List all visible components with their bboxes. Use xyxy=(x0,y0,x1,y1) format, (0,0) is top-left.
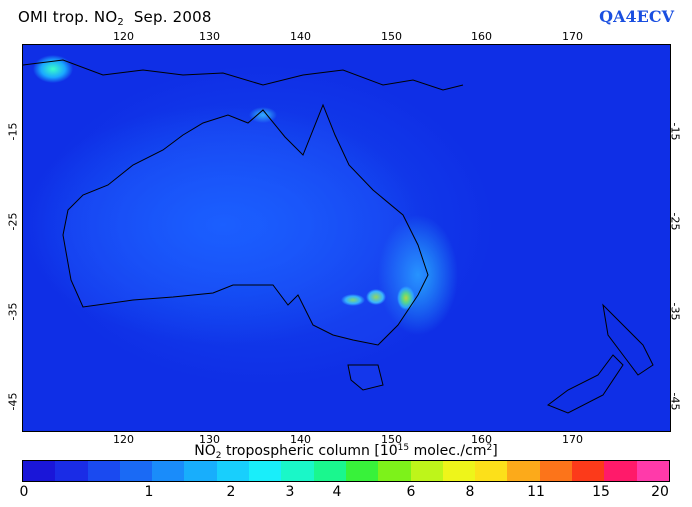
colorbar-segment xyxy=(378,461,411,481)
colorbar-segment xyxy=(216,461,250,481)
colorbar-segment xyxy=(572,461,605,481)
map-title: OMI trop. NO2 Sep. 2008 xyxy=(18,8,212,28)
colorbar-segment xyxy=(475,461,508,481)
colorbar-tick: 11 xyxy=(527,484,545,500)
bottom-lon-tick: 170 xyxy=(562,433,583,446)
colorbar-segment xyxy=(152,461,185,481)
colorbar-tick: 15 xyxy=(592,484,610,500)
colorbar-tick: 3 xyxy=(285,484,295,500)
colorbar xyxy=(22,460,670,482)
right-lat-tick: -35 xyxy=(668,302,682,321)
colorbar-segment xyxy=(313,461,346,481)
colorbar-segment xyxy=(507,461,540,481)
bottom-lon-tick: 140 xyxy=(290,433,311,446)
colorbar-segment xyxy=(281,461,314,481)
no2-map xyxy=(22,44,671,432)
bottom-lon-tick: 120 xyxy=(113,433,134,446)
colorbar-segment xyxy=(55,461,88,481)
colorbar-segment xyxy=(539,461,573,481)
colorbar-segment xyxy=(442,461,476,481)
colorbar-segment xyxy=(119,461,153,481)
colorbar-segment xyxy=(636,461,669,481)
bottom-lon-tick: 160 xyxy=(471,433,492,446)
colorbar-tick: 4 xyxy=(332,484,342,500)
bottom-lon-tick: 150 xyxy=(381,433,402,446)
colorbar-tick: 2 xyxy=(226,484,236,500)
top-lon-tick: 150 xyxy=(381,30,402,43)
right-lat-tick: -25 xyxy=(668,212,682,231)
bottom-lon-tick: 130 xyxy=(199,433,220,446)
colorbar-tick: 8 xyxy=(465,484,475,500)
left-lat-tick: -25 xyxy=(6,212,20,231)
colorbar-segment xyxy=(249,461,282,481)
top-lon-tick: 160 xyxy=(471,30,492,43)
colorbar-segment xyxy=(604,461,637,481)
left-lat-tick: -35 xyxy=(6,302,20,321)
colorbar-segment xyxy=(23,461,56,481)
top-lon-tick: 140 xyxy=(290,30,311,43)
colorbar-segment xyxy=(345,461,379,481)
top-lon-tick: 120 xyxy=(113,30,134,43)
right-lat-tick: -45 xyxy=(668,392,682,411)
colorbar-tick: 1 xyxy=(144,484,154,500)
left-lat-tick: -45 xyxy=(6,392,20,411)
colorbar-tick: 0 xyxy=(19,484,29,500)
colorbar-tick: 6 xyxy=(406,484,416,500)
coastline-overlay xyxy=(23,59,654,414)
right-lat-tick: -15 xyxy=(668,122,682,141)
brand-label: QA4ECV xyxy=(599,7,674,26)
colorbar-segment xyxy=(184,461,217,481)
left-lat-tick: -15 xyxy=(6,122,20,141)
top-lon-tick: 170 xyxy=(562,30,583,43)
colorbar-segment xyxy=(410,461,443,481)
colorbar-tick: 20 xyxy=(651,484,669,500)
colorbar-segment xyxy=(87,461,120,481)
top-lon-tick: 130 xyxy=(199,30,220,43)
colorbar-label: NO2 tropospheric column [1015 molec./cm2… xyxy=(194,443,498,461)
